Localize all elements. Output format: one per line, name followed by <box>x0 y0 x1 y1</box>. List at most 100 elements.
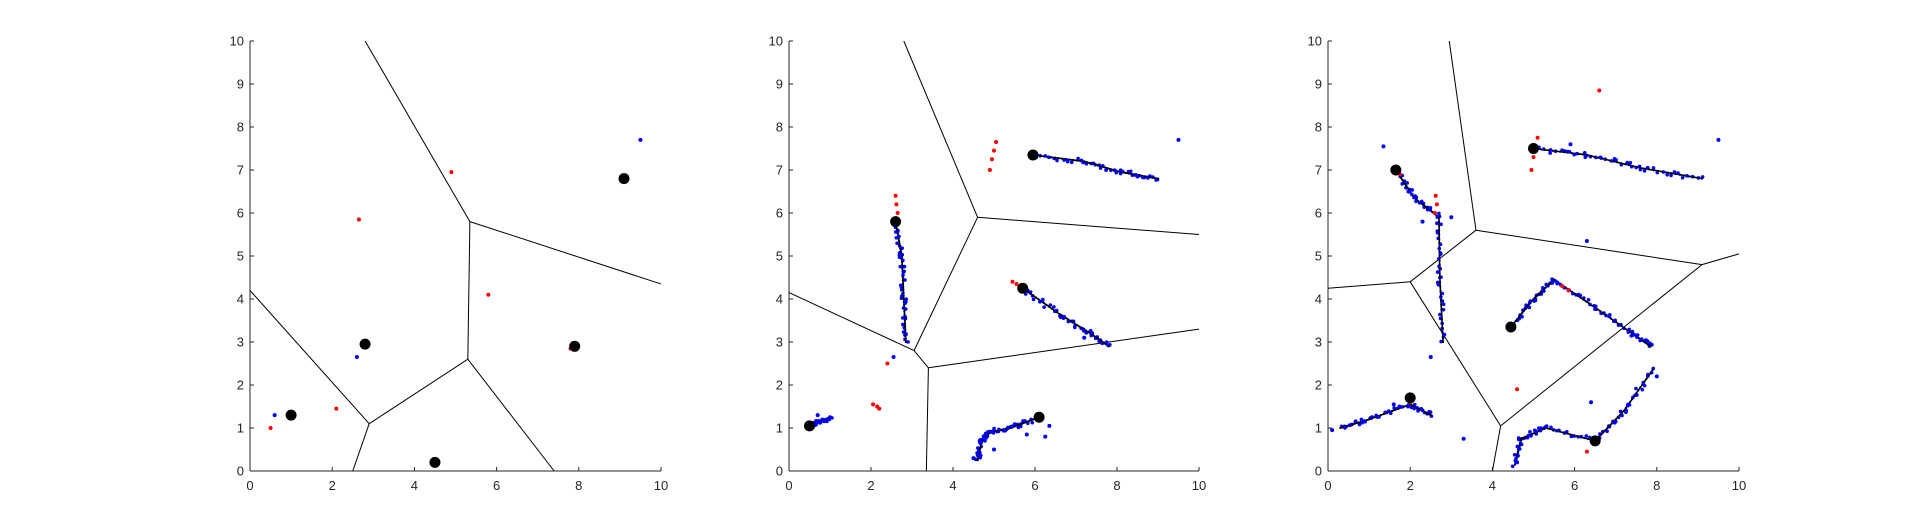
blue-point <box>1330 428 1335 433</box>
trajectory-path-point <box>1648 168 1651 171</box>
trajectory-sample-point <box>1435 221 1439 225</box>
trajectory-sample-point <box>904 297 909 302</box>
black-site-point <box>285 409 297 421</box>
chart-panel-2: 0 1 2 3 4 5 6 7 8 9 10 0 2 4 6 8 10 <box>769 34 1207 494</box>
trajectory-path-point <box>1631 164 1634 168</box>
trajectory-path-point <box>1639 166 1642 169</box>
red-point <box>871 402 876 407</box>
voronoi-edge <box>1701 253 1740 266</box>
trajectory-path-point <box>1351 423 1354 426</box>
trajectory-sample-point <box>1377 415 1381 419</box>
red-point <box>885 361 890 366</box>
blue-point <box>1515 460 1520 465</box>
trajectory-path-point <box>1552 278 1556 281</box>
blue-point <box>1584 238 1589 243</box>
trajectory-path-point <box>1441 336 1444 339</box>
black-site-point <box>429 456 441 468</box>
red-point <box>1584 449 1589 454</box>
black-site-point <box>1528 143 1539 154</box>
trajectory-sample-point <box>1128 169 1133 174</box>
trajectory-path-point <box>1438 233 1441 236</box>
x-tick-label: 10 <box>1192 478 1206 493</box>
trajectory-path-point <box>1088 161 1091 165</box>
trajectory-path-point <box>1440 304 1443 307</box>
trajectory-sample-point <box>1065 158 1070 163</box>
trajectory-sample-point <box>1104 168 1108 172</box>
trajectory-path-point <box>1519 313 1522 317</box>
x-tick-label: 2 <box>1407 478 1414 493</box>
trajectory-path-point <box>1068 158 1071 161</box>
trajectory-sample-point <box>1407 190 1412 194</box>
voronoi-edge <box>467 358 555 472</box>
trajectory-sample-point <box>1031 297 1036 302</box>
x-tick-label: 0 <box>1324 478 1331 493</box>
trajectory-path-point <box>1399 176 1403 180</box>
trajectory-path-point <box>1551 428 1554 431</box>
trajectory-path-point <box>1661 170 1664 173</box>
y-tick-label: 6 <box>776 206 783 221</box>
trajectory-path-point <box>1593 155 1596 158</box>
voronoi-edge <box>925 367 929 472</box>
trajectory-path-point <box>1053 156 1057 159</box>
trajectory-path-point <box>1604 158 1608 161</box>
y-tick-label: 1 <box>776 421 783 436</box>
trajectory-path-point <box>1558 430 1562 433</box>
voronoi-edge <box>1491 425 1502 472</box>
trajectory-sample-point <box>1435 230 1440 235</box>
trajectory-path-point <box>1341 426 1344 429</box>
trajectory-path-point <box>1073 322 1077 325</box>
black-site-point <box>1505 321 1517 333</box>
y-tick-label: 3 <box>776 335 783 350</box>
trajectory-path-point <box>1576 435 1579 438</box>
y-tick-label: 9 <box>1315 77 1322 92</box>
trajectory-path-point <box>1373 416 1377 419</box>
voronoi-edge <box>352 423 370 472</box>
blue-point <box>1043 434 1048 439</box>
trajectory-sample-point <box>1405 181 1409 185</box>
trajectory-sample-point <box>901 316 905 320</box>
trajectory-path-point <box>1098 164 1102 168</box>
trajectory-path-point <box>1091 162 1094 165</box>
trajectory-path-point <box>1026 290 1030 294</box>
trajectory-path-point <box>903 313 906 316</box>
trajectory-sample-point <box>1030 420 1035 425</box>
trajectory-sample-point <box>1363 419 1367 424</box>
voronoi-edge <box>903 40 979 218</box>
trajectory-sample-point <box>1436 282 1441 287</box>
trajectory-path-point <box>1521 311 1524 315</box>
y-tick-label: 5 <box>1315 249 1322 264</box>
trajectory-path-point <box>1440 317 1444 321</box>
red-point <box>1566 288 1571 293</box>
red-point <box>486 292 491 297</box>
trajectory-path-point <box>1520 437 1523 440</box>
red-point <box>894 202 899 207</box>
trajectory-path-point <box>1696 176 1699 179</box>
trajectory-path-point <box>1055 311 1059 314</box>
black-site-point <box>1033 411 1045 423</box>
trajectory-path-point <box>1514 319 1517 323</box>
trajectory-path-point <box>1570 290 1573 293</box>
trajectory-sample-point <box>1534 429 1538 433</box>
trajectory-path-point <box>1060 314 1063 317</box>
trajectory-path-point <box>1143 175 1146 178</box>
trajectory-path-point <box>901 267 904 270</box>
trajectory-sample-point <box>1512 452 1517 457</box>
black-site-point <box>890 216 902 228</box>
blue-point <box>1589 400 1594 405</box>
trajectory-path-point <box>1401 178 1404 182</box>
trajectory-path-point <box>1618 414 1621 417</box>
trajectory-sample-point <box>1140 175 1145 180</box>
x-tick-label: 6 <box>1031 478 1038 493</box>
blue-point <box>1047 423 1052 428</box>
trajectory-path-point <box>1029 292 1032 295</box>
y-tick-label: 9 <box>776 77 783 92</box>
trajectory-path-point <box>1623 326 1626 329</box>
y-tick-label: 7 <box>1315 163 1322 178</box>
trajectory-path-point <box>1582 298 1585 301</box>
trajectory-path-point <box>902 297 905 301</box>
trajectory-path-point <box>1601 157 1604 160</box>
voronoi-edge <box>788 292 915 352</box>
trajectory-path-point <box>1441 327 1444 330</box>
black-site-point <box>569 340 581 352</box>
trajectory-path-point <box>1438 259 1441 262</box>
